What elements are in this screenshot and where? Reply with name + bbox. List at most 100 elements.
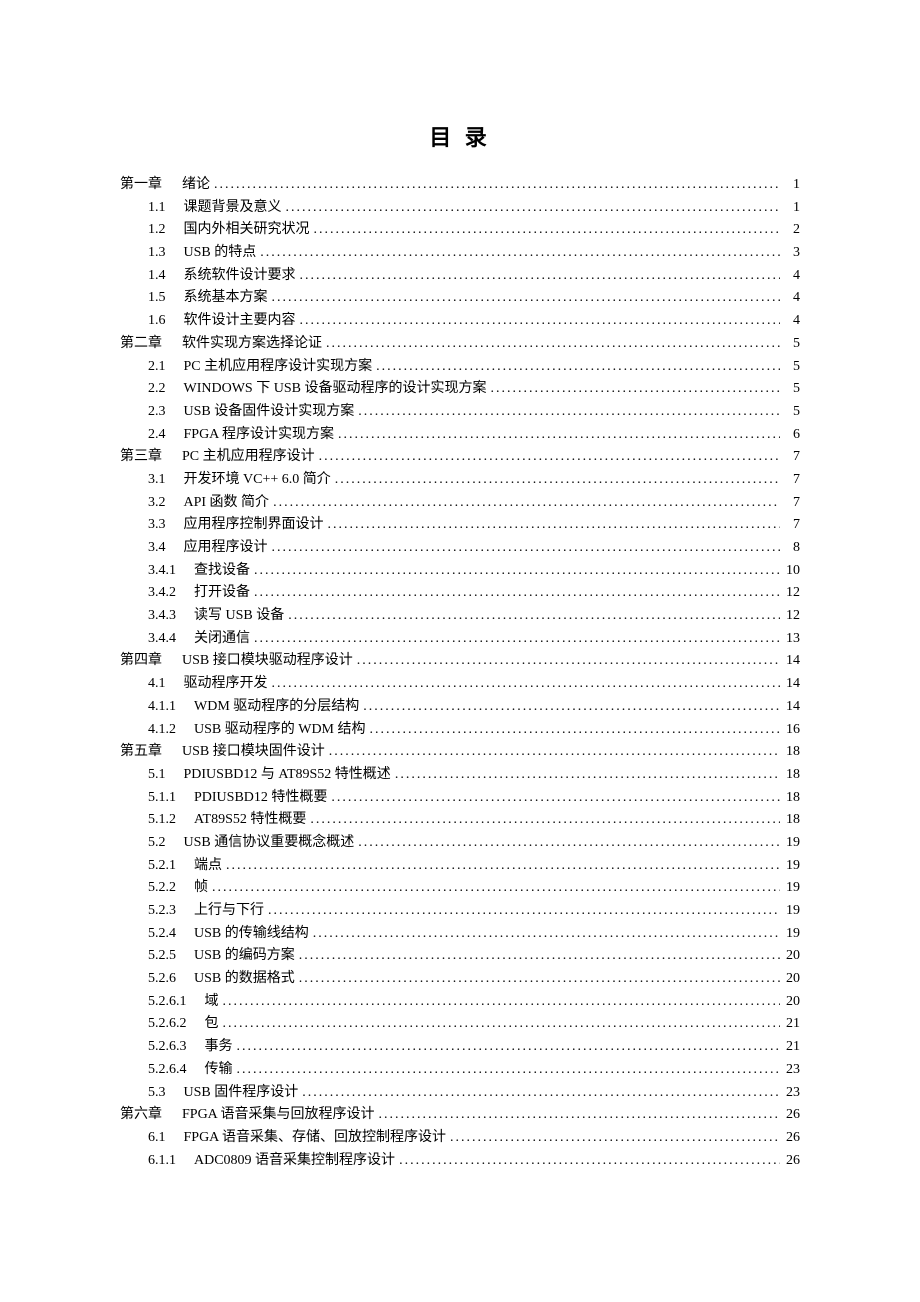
toc-dots xyxy=(268,537,781,559)
toc-dots xyxy=(284,605,780,627)
toc-text: 读写 USB 设备 xyxy=(176,605,284,627)
toc-entry: 5.2.6.4传输23 xyxy=(120,1059,800,1081)
toc-dots xyxy=(264,900,780,922)
toc-label: 1.3 xyxy=(120,242,166,264)
toc-dots xyxy=(250,582,780,604)
toc-text: PDIUSBD12 与 AT89S52 特性概述 xyxy=(166,764,391,786)
toc-page: 14 xyxy=(780,673,800,695)
toc-page: 7 xyxy=(780,492,800,514)
toc-entry: 3.4.4关闭通信 13 xyxy=(120,628,800,650)
toc-entry: 第六章FPGA 语音采集与回放程序设计26 xyxy=(120,1104,800,1126)
toc-dots xyxy=(486,378,780,400)
toc-label: 5.2.3 xyxy=(120,900,176,922)
toc-page: 4 xyxy=(780,265,800,287)
toc-entry: 1.3USB 的特点 3 xyxy=(120,242,800,264)
toc-entry: 4.1.1WDM 驱动程序的分层结构14 xyxy=(120,696,800,718)
toc-label: 第五章 xyxy=(120,741,162,763)
toc-page: 14 xyxy=(780,650,800,672)
toc-page: 19 xyxy=(780,900,800,922)
toc-label: 2.4 xyxy=(120,424,166,446)
toc-dots xyxy=(256,242,780,264)
toc-page: 19 xyxy=(780,832,800,854)
toc-label: 2.1 xyxy=(120,356,166,378)
toc-entry: 2.2WINDOWS 下 USB 设备驱动程序的设计实现方案5 xyxy=(120,378,800,400)
toc-label: 5.2.1 xyxy=(120,855,176,877)
toc-page: 18 xyxy=(780,787,800,809)
toc-text: USB 的特点 xyxy=(166,242,257,264)
toc-page: 7 xyxy=(780,514,800,536)
toc-page: 3 xyxy=(780,242,800,264)
toc-text: 软件实现方案选择论证 xyxy=(162,333,322,355)
toc-entry: 5.2.6USB 的数据格式20 xyxy=(120,968,800,990)
toc-page: 19 xyxy=(780,923,800,945)
toc-page: 6 xyxy=(780,424,800,446)
toc-dots xyxy=(315,446,780,468)
page-title: 目 录 xyxy=(120,120,800,152)
toc-page: 26 xyxy=(780,1150,800,1172)
toc-page: 20 xyxy=(780,991,800,1013)
toc-entry: 1.6软件设计主要内容4 xyxy=(120,310,800,332)
toc-text: USB 的传输线结构 xyxy=(176,923,309,945)
toc-page: 20 xyxy=(780,968,800,990)
toc-text: 系统基本方案 xyxy=(166,287,268,309)
toc-entry: 5.1.1PDIUSBD12 特性概要18 xyxy=(120,787,800,809)
toc-dots xyxy=(222,855,780,877)
toc-label: 1.2 xyxy=(120,219,166,241)
toc-text: USB 接口模块固件设计 xyxy=(162,741,325,763)
toc-dots xyxy=(309,923,780,945)
toc-label: 3.4.3 xyxy=(120,605,176,627)
toc-label: 6.1.1 xyxy=(120,1150,176,1172)
toc-label: 2.3 xyxy=(120,401,166,423)
toc-text: PC 主机应用程序设计 xyxy=(162,446,315,468)
toc-page: 26 xyxy=(780,1127,800,1149)
toc-text: USB 固件程序设计 xyxy=(166,1082,299,1104)
toc-page: 16 xyxy=(780,719,800,741)
toc-page: 13 xyxy=(780,628,800,650)
toc-label: 3.4.4 xyxy=(120,628,176,650)
toc-text: 驱动程序开发 xyxy=(166,673,268,695)
toc-page: 23 xyxy=(780,1059,800,1081)
toc-dots xyxy=(268,673,781,695)
toc-text: ADC0809 语音采集控制程序设计 xyxy=(176,1150,395,1172)
toc-entry: 3.2API 函数 简介7 xyxy=(120,492,800,514)
toc-entry: 5.2.6.1域20 xyxy=(120,991,800,1013)
toc-entry: 第四章USB 接口模块驱动程序设计14 xyxy=(120,650,800,672)
toc-dots xyxy=(354,401,780,423)
toc-entry: 3.1开发环境 VC++ 6.0 简介7 xyxy=(120,469,800,491)
toc-page: 2 xyxy=(780,219,800,241)
toc-container: 第一章绪论11.1课题背景及意义11.2国内外相关研究状况21.3USB 的特点… xyxy=(120,174,800,1171)
toc-dots xyxy=(296,310,781,332)
toc-page: 1 xyxy=(780,174,800,196)
toc-label: 5.2.6.3 xyxy=(120,1036,187,1058)
toc-label: 5.3 xyxy=(120,1082,166,1104)
toc-label: 5.2.4 xyxy=(120,923,176,945)
toc-label: 第二章 xyxy=(120,333,162,355)
toc-entry: 1.2国内外相关研究状况 2 xyxy=(120,219,800,241)
toc-entry: 5.2.6.3事务21 xyxy=(120,1036,800,1058)
toc-dots xyxy=(282,197,781,219)
toc-entry: 第一章绪论1 xyxy=(120,174,800,196)
toc-label: 第三章 xyxy=(120,446,162,468)
toc-entry: 1.4系统软件设计要求4 xyxy=(120,265,800,287)
toc-label: 4.1.1 xyxy=(120,696,176,718)
toc-entry: 1.1课题背景及意义1 xyxy=(120,197,800,219)
toc-text: USB 接口模块驱动程序设计 xyxy=(162,650,353,672)
toc-text: 关闭通信 xyxy=(176,628,250,650)
toc-label: 5.2 xyxy=(120,832,166,854)
toc-label: 1.5 xyxy=(120,287,166,309)
toc-entry: 5.2.4USB 的传输线结构 19 xyxy=(120,923,800,945)
toc-dots xyxy=(295,945,780,967)
toc-entry: 2.3USB 设备固件设计实现方案5 xyxy=(120,401,800,423)
toc-text: 查找设备 xyxy=(176,560,250,582)
toc-entry: 6.1.1 ADC0809 语音采集控制程序设计 26 xyxy=(120,1150,800,1172)
toc-entry: 第五章 USB 接口模块固件设计18 xyxy=(120,741,800,763)
toc-text: 国内外相关研究状况 xyxy=(166,219,310,241)
toc-label: 5.1 xyxy=(120,764,166,786)
toc-page: 5 xyxy=(780,356,800,378)
toc-dots xyxy=(375,1104,780,1126)
toc-dots xyxy=(324,514,781,536)
toc-label: 1.1 xyxy=(120,197,166,219)
toc-text: 课题背景及意义 xyxy=(166,197,282,219)
toc-dots xyxy=(269,492,780,514)
toc-page: 4 xyxy=(780,310,800,332)
